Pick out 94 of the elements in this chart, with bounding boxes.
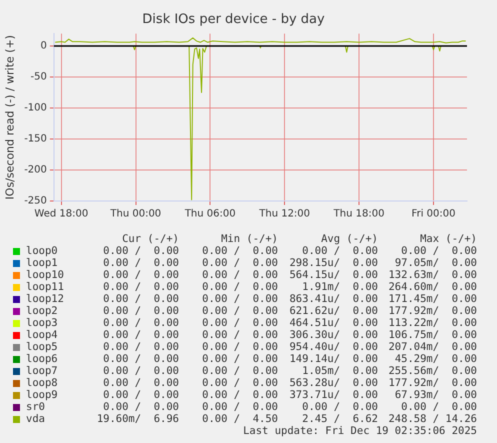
text: 2.45 / 6.62 (301, 413, 378, 425)
y-tick-label: -250 (24, 196, 47, 207)
y-axis-title: IOs/second read (-) / write (+) (3, 35, 16, 200)
text: Last update: Fri Dec 19 02:35:06 2025 (242, 425, 477, 437)
text: 0.00 / 0.00 (102, 365, 179, 377)
text: 306.30u/ 0.00 (288, 329, 378, 341)
legend-label: loop7 (26, 365, 59, 377)
legend-label: loop0 (26, 245, 59, 257)
text: 106.75m/ 0.00 (387, 329, 477, 341)
legend-label: loop11 (26, 281, 65, 293)
legend-label: loop12 (26, 293, 65, 305)
x-tick-label: Thu 00:00 (109, 208, 162, 220)
text: 0.00 / 0.00 (201, 305, 278, 317)
text: 0.00 / 0.00 (201, 353, 278, 365)
text: Max (-/+) (419, 233, 477, 245)
text: 1.05m/ 0.00 (301, 365, 378, 377)
text: 0.00 / 0.00 (201, 281, 278, 293)
y-tick-label: -100 (24, 102, 47, 114)
text: 0.00 / 0.00 (400, 245, 477, 257)
text: 248.58 / 14.26 (387, 413, 477, 425)
text: 1.91m/ 0.00 (301, 281, 378, 293)
y-tick-label: -150 (24, 134, 47, 145)
legend-label: loop8 (26, 377, 59, 389)
y-tick-label: 0 (40, 40, 47, 52)
text: 0.00 / 0.00 (102, 305, 179, 317)
text: 19.60m/ 6.96 (96, 413, 179, 425)
text: 0.00 / 4.50 (201, 413, 278, 425)
legend-label: loop1 (26, 257, 59, 269)
legend-label: loop2 (26, 305, 59, 317)
text: 0.00 / 0.00 (102, 401, 179, 413)
y-tick-label: -50 (30, 72, 47, 83)
legend-label: loop4 (26, 329, 59, 341)
legend-label: loop3 (26, 317, 59, 329)
text: 0.00 / 0.00 (201, 245, 278, 257)
text: 0.00 / 0.00 (102, 257, 179, 269)
legend-label: loop10 (26, 269, 65, 281)
text: 0.00 / 0.00 (201, 341, 278, 353)
text: 0.00 / 0.00 (102, 281, 179, 293)
text: 0.00 / 0.00 (102, 341, 179, 353)
text: 863.41u/ 0.00 (288, 293, 378, 305)
text: 0.00 / 0.00 (201, 389, 278, 401)
x-tick-label: Wed 18:00 (34, 208, 88, 220)
text: 132.63m/ 0.00 (387, 269, 477, 281)
text: 177.92m/ 0.00 (387, 377, 477, 389)
legend-label: loop5 (26, 341, 59, 353)
x-tick-label: Thu 18:00 (332, 208, 384, 220)
text: Cur (-/+) (121, 233, 179, 245)
text: 563.28u/ 0.00 (288, 377, 378, 389)
text: 97.05m/ 0.00 (394, 257, 477, 269)
x-tick-label: Thu 12:00 (258, 208, 310, 220)
chart-title: Disk IOs per device - by day (142, 12, 326, 28)
text: 0.00 / 0.00 (400, 401, 477, 413)
text: 0.00 / 0.00 (102, 329, 179, 341)
text: 373.71u/ 0.00 (288, 389, 378, 401)
text: 0.00 / 0.00 (201, 401, 278, 413)
text: 0.00 / 0.00 (102, 377, 179, 389)
x-tick-label: Thu 06:00 (184, 208, 236, 220)
legend-label: sr0 (26, 401, 46, 413)
text: 264.60m/ 0.00 (387, 281, 477, 293)
legend-label: loop6 (26, 353, 59, 365)
text: 207.04m/ 0.00 (387, 341, 477, 353)
legend-label: loop9 (26, 389, 59, 401)
text: Avg (-/+) (320, 233, 378, 245)
x-tick-label: Fri 00:00 (412, 208, 456, 220)
text: 0.00 / 0.00 (201, 293, 278, 305)
text: 0.00 / 0.00 (301, 245, 378, 257)
text: 954.40u/ 0.00 (288, 341, 378, 353)
text: 149.14u/ 0.00 (288, 353, 378, 365)
text: 0.00 / 0.00 (201, 329, 278, 341)
text: 0.00 / 0.00 (201, 377, 278, 389)
text: 0.00 / 0.00 (102, 269, 179, 281)
text: 621.62u/ 0.00 (288, 305, 378, 317)
text: 0.00 / 0.00 (102, 389, 179, 401)
y-tick-label: -200 (24, 164, 47, 176)
legend-label: vda (26, 413, 46, 425)
text: 0.00 / 0.00 (102, 317, 179, 329)
text: 0.00 / 0.00 (201, 257, 278, 269)
text: 0.00 / 0.00 (201, 269, 278, 281)
text: 464.51u/ 0.00 (288, 317, 378, 329)
text: 0.00 / 0.00 (102, 353, 179, 365)
text: 45.29m/ 0.00 (394, 353, 477, 365)
text: 0.00 / 0.00 (301, 401, 378, 413)
text: 0.00 / 0.00 (201, 317, 278, 329)
text: 0.00 / 0.00 (102, 245, 179, 257)
text: 177.92m/ 0.00 (387, 305, 477, 317)
text: 113.22m/ 0.00 (387, 317, 477, 329)
text: 298.15u/ 0.00 (288, 257, 378, 269)
text: 0.00 / 0.00 (102, 293, 179, 305)
text: 0.00 / 0.00 (201, 365, 278, 377)
text: 255.56m/ 0.00 (387, 365, 477, 377)
text: Min (-/+) (220, 233, 278, 245)
text: 564.15u/ 0.00 (288, 269, 378, 281)
text: 67.93m/ 0.00 (394, 389, 477, 401)
text: 171.45m/ 0.00 (387, 293, 477, 305)
